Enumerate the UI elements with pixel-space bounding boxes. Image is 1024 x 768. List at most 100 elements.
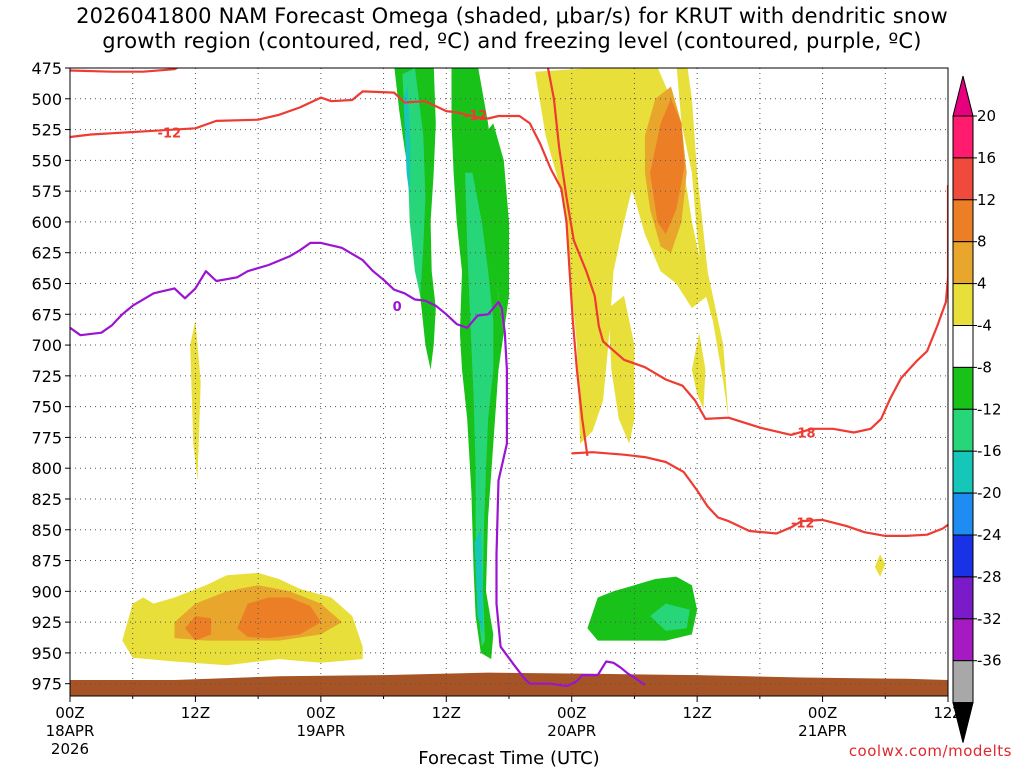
x-tick-date: 19APR — [296, 722, 345, 740]
contour-dgz_upper — [70, 68, 180, 73]
omega-region-19 — [650, 603, 690, 631]
chart-title-line1: 2026041800 NAM Forecast Omega (shaded, μ… — [76, 4, 948, 28]
colorbar-swatch — [952, 115, 974, 159]
colorbar-label: -24 — [977, 526, 1002, 544]
omega-region-14 — [341, 404, 389, 567]
y-tick-label: 750 — [31, 398, 62, 417]
colorbar: 20 16 12 8 4 -4 -8 -12 -16 -20 -24 -28 -32 -36 — [952, 75, 1002, 743]
contour-label-text: -12 — [158, 126, 182, 141]
contour-label-4: -12 — [791, 517, 815, 532]
colorbar-arrow-top — [952, 75, 974, 117]
colorbar-swatch — [952, 283, 974, 327]
contour-dgz_outer — [546, 68, 948, 436]
chart-title-line2: growth region (contoured, red, ºC) and f… — [102, 29, 922, 53]
contour-label-2: -12 — [464, 109, 488, 124]
y-tick-label: 475 — [31, 59, 62, 78]
y-tick-label: 825 — [31, 490, 62, 509]
credit-link[interactable]: coolwx.com/modelts — [848, 742, 1012, 760]
omega-region-7 — [691, 332, 706, 410]
colorbar-label: 8 — [977, 233, 987, 251]
x-tick-date: 20APR — [547, 722, 596, 740]
omega-region-1 — [535, 68, 729, 444]
colorbar-label: -20 — [977, 484, 1002, 502]
contour-label-text: -12 — [464, 109, 488, 124]
omega-region-25 — [403, 86, 411, 198]
omega-region-15 — [404, 517, 411, 579]
y-tick-label: 650 — [31, 274, 62, 293]
chart-title: 2026041800 NAM Forecast Omega (shaded, μ… — [0, 4, 1024, 54]
omega-region-5 — [587, 271, 609, 395]
colorbar-swatch — [952, 618, 974, 662]
colorbar-arrow-bottom — [952, 702, 974, 743]
omega-region-11 — [237, 597, 321, 639]
y-tick-label: 800 — [31, 459, 62, 478]
x-axis-label: Forecast Time (UTC) — [418, 748, 599, 768]
contour-freezing_level_2 — [529, 660, 646, 688]
colorbar-swatch — [952, 366, 974, 410]
x-tick-label: 12Z — [432, 704, 461, 722]
contour-lines: -12 -12 -18 -12 0 — [70, 68, 948, 688]
y-tick-label: 850 — [31, 521, 62, 540]
colorbar-swatch — [952, 408, 974, 452]
colorbar-label: 16 — [977, 149, 996, 167]
colorbar-swatch — [952, 492, 974, 536]
colorbar-swatch — [952, 534, 974, 578]
x-tick-label: 00Z — [808, 704, 837, 722]
y-tick-label: 775 — [31, 428, 62, 447]
colorbar-label: -16 — [977, 442, 1002, 460]
colorbar-swatch — [952, 450, 974, 494]
contour-label-1: -12 — [158, 126, 182, 141]
y-tick-label: 600 — [31, 213, 62, 232]
y-tick-label: 700 — [31, 336, 62, 355]
ground-surface — [70, 672, 948, 696]
contour-label-text: -18 — [792, 427, 816, 442]
x-tick-label: 12Z — [682, 704, 711, 722]
omega-region-27 — [874, 554, 886, 577]
contour-label-3: -18 — [792, 427, 816, 442]
colorbar-label: 4 — [977, 275, 987, 293]
colorbar-label: -36 — [977, 652, 1002, 670]
colorbar-label: 12 — [977, 191, 996, 209]
colorbar-swatch — [952, 199, 974, 243]
y-tick-label: 500 — [31, 90, 62, 109]
x-tick-date: 21APR — [798, 722, 847, 740]
ground-fill — [70, 672, 948, 696]
y-tick-label: 975 — [31, 675, 62, 694]
colorbar-label: -28 — [977, 568, 1002, 586]
contour-freezing_level — [70, 241, 531, 685]
colorbar-swatch — [952, 325, 974, 368]
colorbar-label: -12 — [977, 400, 1002, 418]
x-tick-label: 00Z — [55, 704, 84, 722]
omega-region-8 — [190, 320, 201, 481]
omega-region-12 — [185, 616, 212, 641]
omega-region-6 — [608, 295, 635, 444]
y-tick-label: 550 — [31, 151, 62, 170]
colorbar-swatch — [952, 576, 974, 620]
y-tick-label: 575 — [31, 182, 62, 201]
omega-region-28 — [449, 634, 457, 641]
colorbar-swatch — [952, 660, 974, 704]
contour-dgz_inner — [571, 451, 948, 537]
x-tick-label: 00Z — [306, 704, 335, 722]
y-tick-label: 875 — [31, 552, 62, 571]
omega-region-26 — [474, 529, 483, 635]
omega-shading — [122, 68, 886, 668]
y-tick-label: 525 — [31, 121, 62, 140]
x-tick-year: 2026 — [51, 740, 89, 758]
omega-region-22 — [482, 123, 509, 333]
colorbar-label: 20 — [977, 107, 996, 125]
omega-region-16 — [519, 375, 536, 518]
y-axis: 475 500 525 550 575 600 625 650 675 700 725 750 775 8… — [31, 59, 70, 694]
x-tick-date: 18APR — [46, 722, 95, 740]
y-tick-label: 625 — [31, 244, 62, 263]
y-tick-label: 925 — [31, 613, 62, 632]
contour-dgz_lower — [70, 90, 589, 457]
colorbar-label: -4 — [977, 317, 992, 335]
x-tick-label: 00Z — [557, 704, 586, 722]
y-tick-label: 900 — [31, 582, 62, 601]
omega-region-4 — [650, 98, 685, 235]
contour-label-text: 0 — [393, 300, 402, 315]
omega-region-24 — [465, 172, 494, 647]
